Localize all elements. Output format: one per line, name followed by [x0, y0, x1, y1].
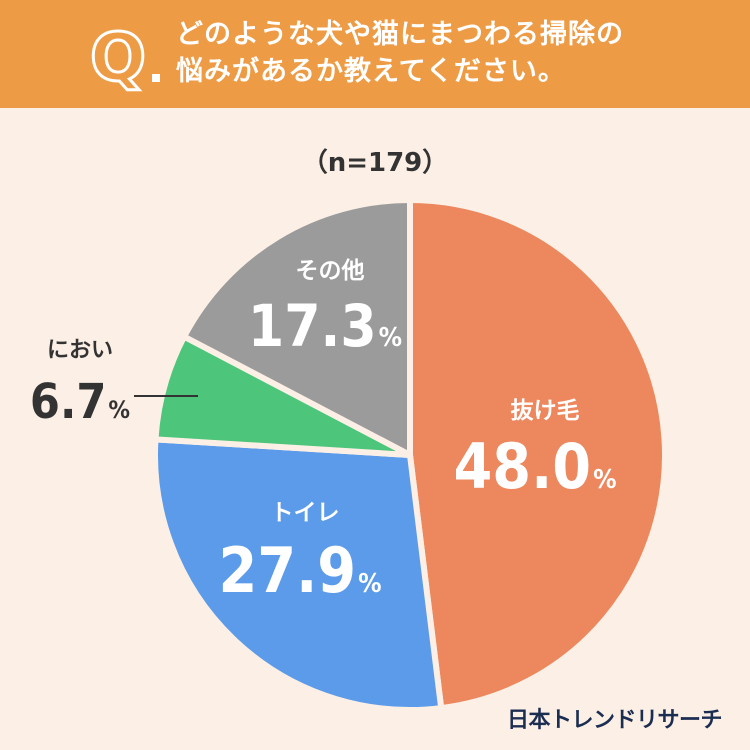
pie-slice-sonota	[181, 197, 413, 458]
question-line-1: どのような犬や猫にまつわる掃除の	[176, 19, 624, 50]
slice-label-toire: トイレ	[271, 500, 340, 526]
slice-label-nioi: におい	[47, 338, 113, 363]
slice-value-nioi: 6.7%	[30, 374, 130, 430]
question-text: どのような犬や猫にまつわる掃除の 悩みがあるか教えてください。	[176, 16, 696, 90]
q-icon: Q	[89, 22, 160, 92]
brand-logo: 日本トレンドリサーチ	[506, 708, 723, 733]
slice-value-nuke-ge: 48.0%	[453, 430, 616, 503]
q-dot-icon	[152, 74, 160, 82]
slice-value-toire: 27.9%	[218, 534, 381, 607]
slice-label-sonota: その他	[296, 258, 365, 284]
slice-value-sonota: 17.3%	[248, 292, 402, 360]
q-letter: Q	[90, 22, 146, 92]
slice-label-nuke-ge: 抜け毛	[511, 397, 580, 424]
question-line-2: 悩みがあるか教えてください。	[176, 56, 566, 87]
sample-size: （n=179）	[301, 148, 449, 178]
question-header: Q どのような犬や猫にまつわる掃除の 悩みがあるか教えてください。	[0, 0, 750, 108]
pie-slice-toire	[152, 436, 445, 713]
pie-slice-nuke-ge	[407, 197, 668, 712]
